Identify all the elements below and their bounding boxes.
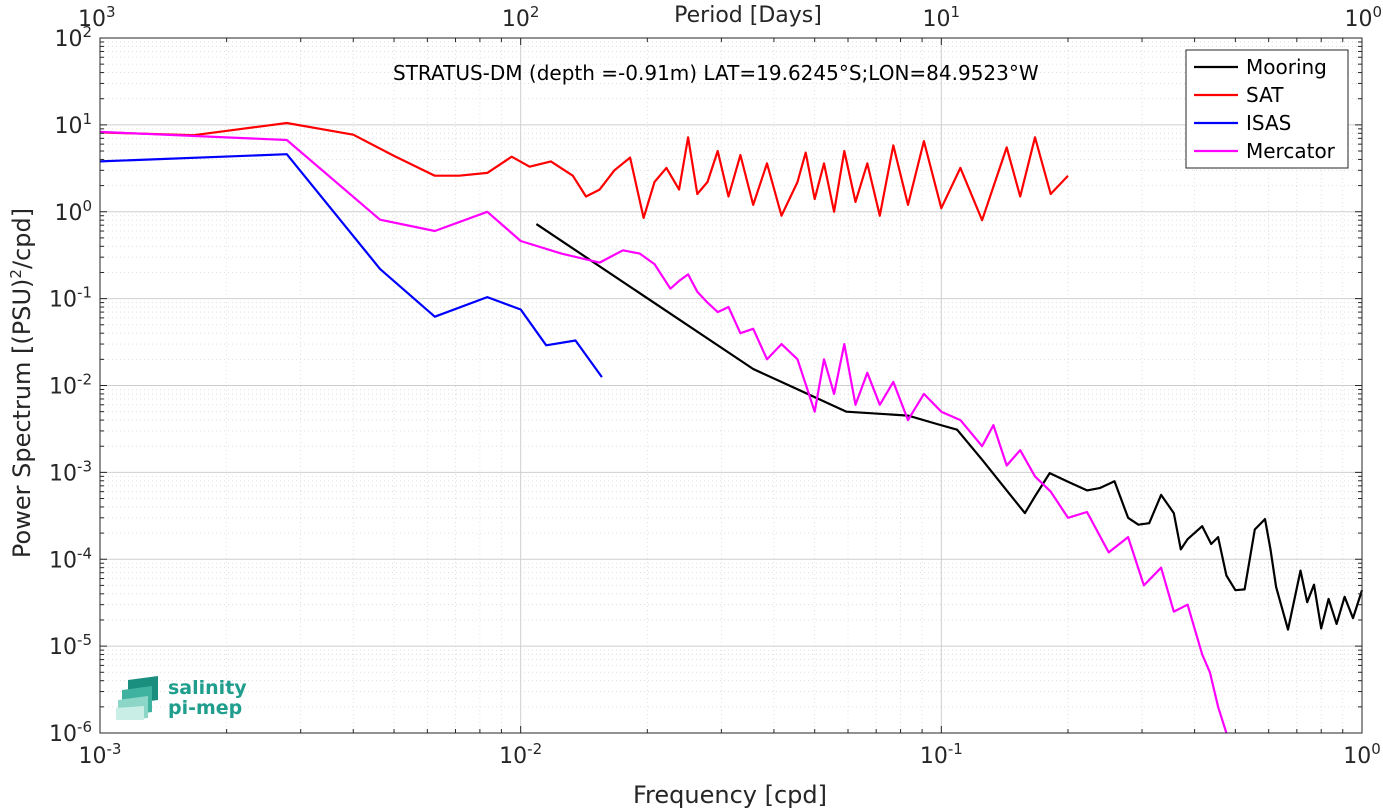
legend-label-mooring: Mooring	[1246, 55, 1327, 79]
y-axis-label: Power Spectrum [(PSU)2/cpd]	[7, 208, 36, 558]
y-tick-label: 10-6	[49, 718, 92, 747]
legend-box	[1185, 49, 1349, 169]
logo-text-line2: pi-mep	[168, 697, 242, 719]
legend-label-isas: ISAS	[1246, 111, 1291, 135]
y-tick-label: 10-5	[49, 631, 92, 660]
y-axis-label-superscript: 2	[7, 269, 25, 279]
series-layer	[99, 121, 1364, 734]
salinity-pi-mep-logo: salinity pi-mep	[116, 676, 247, 720]
top-tick-label: 101	[923, 3, 961, 32]
top-tick-label: 103	[78, 3, 116, 32]
series-line-isas	[99, 153, 603, 378]
y-tick-label: 102	[54, 23, 92, 52]
x-tick-label: 10-3	[79, 740, 122, 769]
tick-marks	[99, 38, 1362, 734]
legend-label-sat: SAT	[1246, 83, 1284, 107]
y-tick-label: 100	[54, 197, 92, 226]
y-tick-label: 10-2	[49, 371, 92, 400]
legend-label-mercator: Mercator	[1246, 139, 1336, 163]
series-line-mooring	[535, 223, 1364, 631]
y-tick-label: 10-4	[49, 544, 92, 573]
x-axis-label: Frequency [cpd]	[633, 781, 827, 809]
logo-waves-icon	[116, 676, 158, 720]
y-tick-label: 10-1	[49, 284, 92, 313]
y-axis-label-tail: /cpd]	[8, 208, 36, 269]
y-axis-label-main: Power Spectrum [(PSU)	[8, 279, 36, 558]
top-axis-label: Period [Days]	[674, 3, 822, 28]
y-tick-label: 10-3	[49, 457, 92, 486]
station-annotation: STRATUS-DM (depth =-0.91m) LAT=19.6245°S…	[393, 61, 1039, 85]
top-tick-label: 100	[1344, 3, 1382, 32]
top-tick-label: 102	[502, 3, 540, 32]
y-tick-label: 101	[54, 110, 92, 139]
x-tick-label: 10-2	[499, 740, 542, 769]
series-line-sat	[99, 121, 1069, 222]
series-line-mercator	[99, 130, 1228, 734]
legend: Mooring SAT ISAS Mercator	[1185, 49, 1349, 169]
x-tick-label: 100	[1343, 740, 1381, 769]
logo-text-line1: salinity	[168, 677, 247, 699]
x-tick-label: 10-1	[920, 740, 963, 769]
major-grid	[99, 37, 1363, 734]
